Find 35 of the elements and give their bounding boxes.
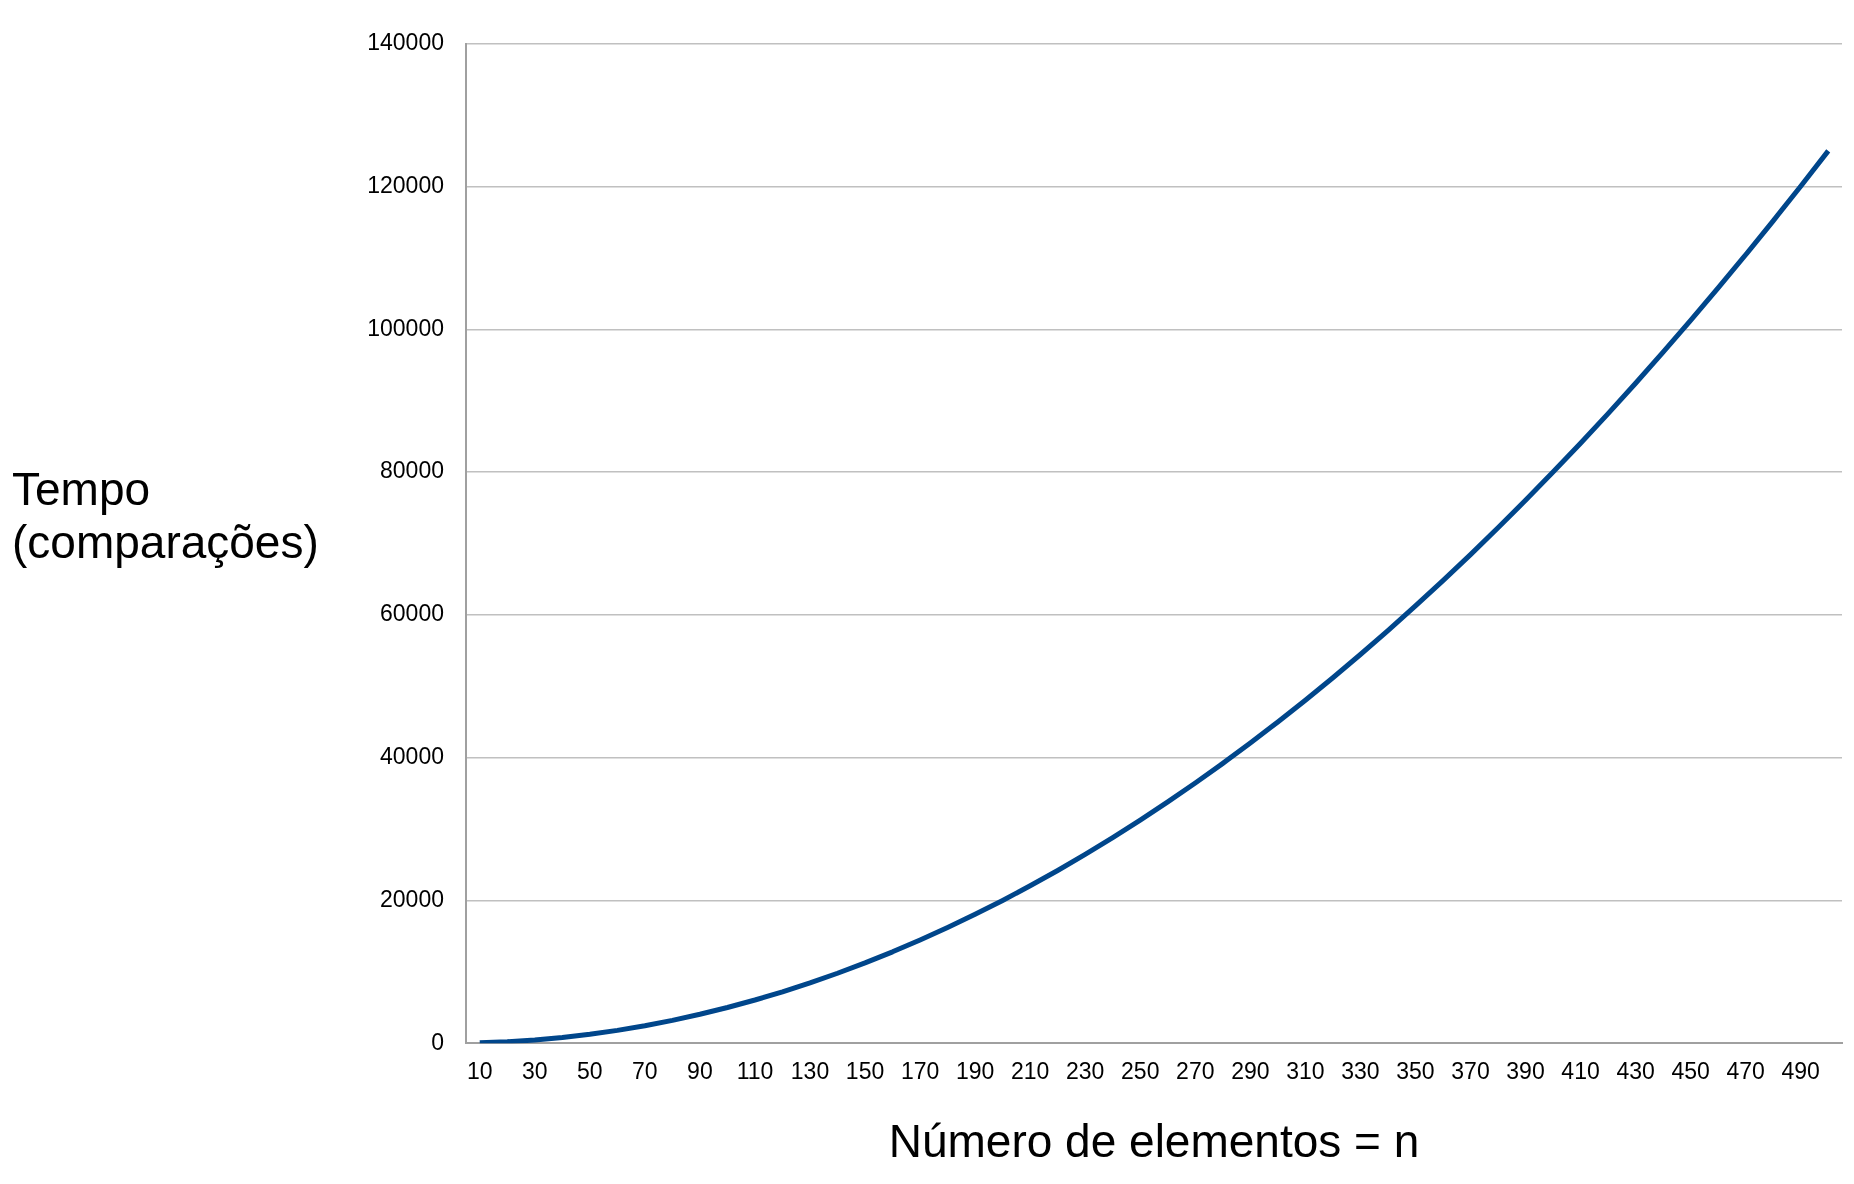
y-tick-label: 20000 — [380, 885, 444, 912]
y-axis-title: Tempo (comparações) — [12, 463, 320, 569]
x-tick-label: 230 — [1066, 1058, 1105, 1085]
x-tick-label: 470 — [1726, 1058, 1765, 1085]
y-tick-label: 80000 — [380, 457, 444, 484]
x-tick-label: 430 — [1616, 1058, 1655, 1085]
x-tick-label: 250 — [1121, 1058, 1160, 1085]
x-tick-label: 410 — [1561, 1058, 1600, 1085]
x-tick-label: 290 — [1231, 1058, 1270, 1085]
y-tick-label: 0 — [431, 1028, 444, 1055]
x-tick-label: 150 — [845, 1058, 885, 1085]
x-tick-label: 210 — [1010, 1058, 1050, 1085]
x-tick-label: 10 — [466, 1058, 493, 1085]
x-tick-label: 90 — [687, 1058, 713, 1085]
x-tick-label: 450 — [1671, 1058, 1710, 1085]
x-tick-label: 50 — [577, 1058, 603, 1085]
x-axis-title: Número de elementos = n — [888, 1115, 1420, 1168]
x-tick-label: 110 — [736, 1058, 774, 1085]
x-tick-label: 370 — [1451, 1058, 1490, 1085]
y-tick-label: 40000 — [380, 743, 444, 769]
y-tick-label: 100000 — [367, 314, 444, 341]
x-tick-label: 270 — [1176, 1058, 1215, 1085]
x-tick-label: 170 — [900, 1058, 940, 1085]
x-tick-label: 490 — [1781, 1058, 1820, 1085]
x-tick-label: 30 — [522, 1058, 548, 1085]
y-tick-label: 140000 — [367, 29, 444, 56]
x-tick-label: 390 — [1506, 1058, 1545, 1085]
x-tick-label: 70 — [632, 1058, 658, 1085]
y-tick-label: 60000 — [380, 600, 444, 627]
x-tick-label: 310 — [1286, 1058, 1325, 1085]
x-tick-label: 350 — [1396, 1058, 1435, 1085]
y-tick-label: 120000 — [367, 171, 444, 198]
x-tick-label: 130 — [790, 1058, 830, 1085]
x-tick-label: 330 — [1341, 1058, 1380, 1085]
x-tick-label: 190 — [955, 1058, 995, 1085]
